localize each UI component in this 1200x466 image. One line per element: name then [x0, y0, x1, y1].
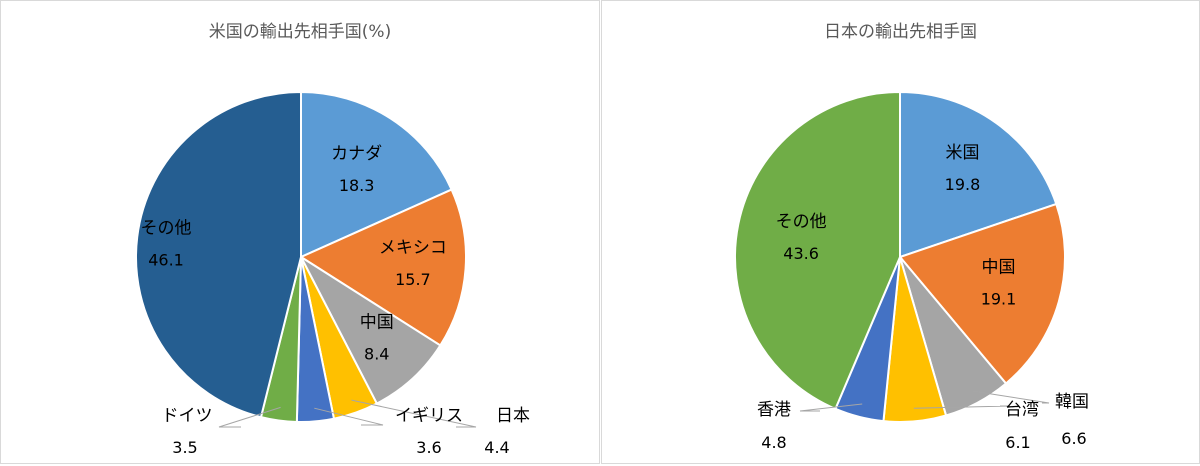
slice-category-label: 中国	[360, 313, 394, 333]
slice-category-label: 中国	[982, 258, 1016, 278]
slice-value-label: 15.7	[395, 270, 431, 289]
slice-category-label: 韓国	[1055, 392, 1089, 412]
data-labels: カナダ 18.3 メキシコ 15.7 中国 8.4 日本 4.4 イギリス 3.6 ドイツ 3.5 その…	[141, 144, 530, 457]
chart-panel-us-exports: 米国の輸出先相手国(%) カナダ 18.3 メキシコ 15.7 中国 8.4 日本 4.4 イギ…	[0, 0, 600, 464]
slice-value-label: 3.5	[172, 438, 197, 457]
leader-line	[913, 405, 1011, 409]
slice-category-label: イギリス	[395, 406, 463, 426]
pie-chart-us-exports: カナダ 18.3 メキシコ 15.7 中国 8.4 日本 4.4 イギリス 3.6 ドイツ 3.5 その…	[135, 90, 530, 457]
pie-slices	[734, 90, 1066, 423]
slice-category-label: カナダ	[331, 144, 382, 164]
pie-slice	[300, 90, 453, 259]
slice-category-label: ドイツ	[162, 406, 213, 426]
leader-line	[218, 406, 281, 428]
pie-slice	[135, 90, 302, 419]
slice-value-label: 4.4	[484, 438, 509, 457]
slice-category-label: 日本	[496, 406, 530, 426]
pie-chart-japan-exports: 米国 19.8 中国 19.1 韓国 6.6 台湾 6.1 香港 4.8 その他 43.6	[734, 90, 1089, 452]
chart-title: 日本の輸出先相手国	[824, 22, 977, 42]
slice-value-label: 6.6	[1061, 429, 1086, 448]
chart-title: 米国の輸出先相手国(%)	[208, 22, 392, 42]
pie-slice	[298, 188, 467, 347]
slice-category-label: メキシコ	[379, 238, 447, 258]
leader-lines	[799, 390, 1050, 412]
leader-line	[799, 403, 863, 412]
slice-value-label: 6.1	[1005, 433, 1030, 452]
slice-value-label: 19.8	[945, 175, 981, 194]
slice-value-label: 46.1	[148, 250, 184, 269]
pie-slice	[898, 202, 1066, 385]
data-labels: 米国 19.8 中国 19.1 韓国 6.6 台湾 6.1 香港 4.8 その他 43.6	[757, 143, 1089, 452]
slice-category-label: その他	[776, 212, 827, 232]
slice-category-label: その他	[141, 218, 192, 238]
chart-panel-japan-exports: 日本の輸出先相手国 米国 19.8 中国 19.1 韓国 6.6 台湾 6.1 香港 4.8 その他…	[601, 0, 1200, 464]
pie-slices	[135, 90, 467, 423]
leader-line	[351, 399, 477, 428]
leader-lines	[218, 399, 477, 428]
slice-value-label: 18.3	[339, 176, 375, 195]
slice-value-label: 4.8	[761, 433, 786, 452]
pie-slice	[899, 90, 1058, 259]
slice-category-label: 台湾	[1005, 400, 1039, 420]
slice-value-label: 3.6	[416, 438, 441, 457]
slice-value-label: 43.6	[783, 244, 819, 263]
slice-value-label: 19.1	[981, 290, 1017, 309]
slice-category-label: 香港	[757, 400, 791, 420]
leader-line	[314, 407, 384, 426]
pie-slice	[734, 90, 901, 411]
slice-value-label: 8.4	[364, 345, 389, 364]
slice-category-label: 米国	[945, 143, 979, 163]
pie-slice	[298, 254, 442, 405]
leader-line	[971, 390, 1050, 404]
